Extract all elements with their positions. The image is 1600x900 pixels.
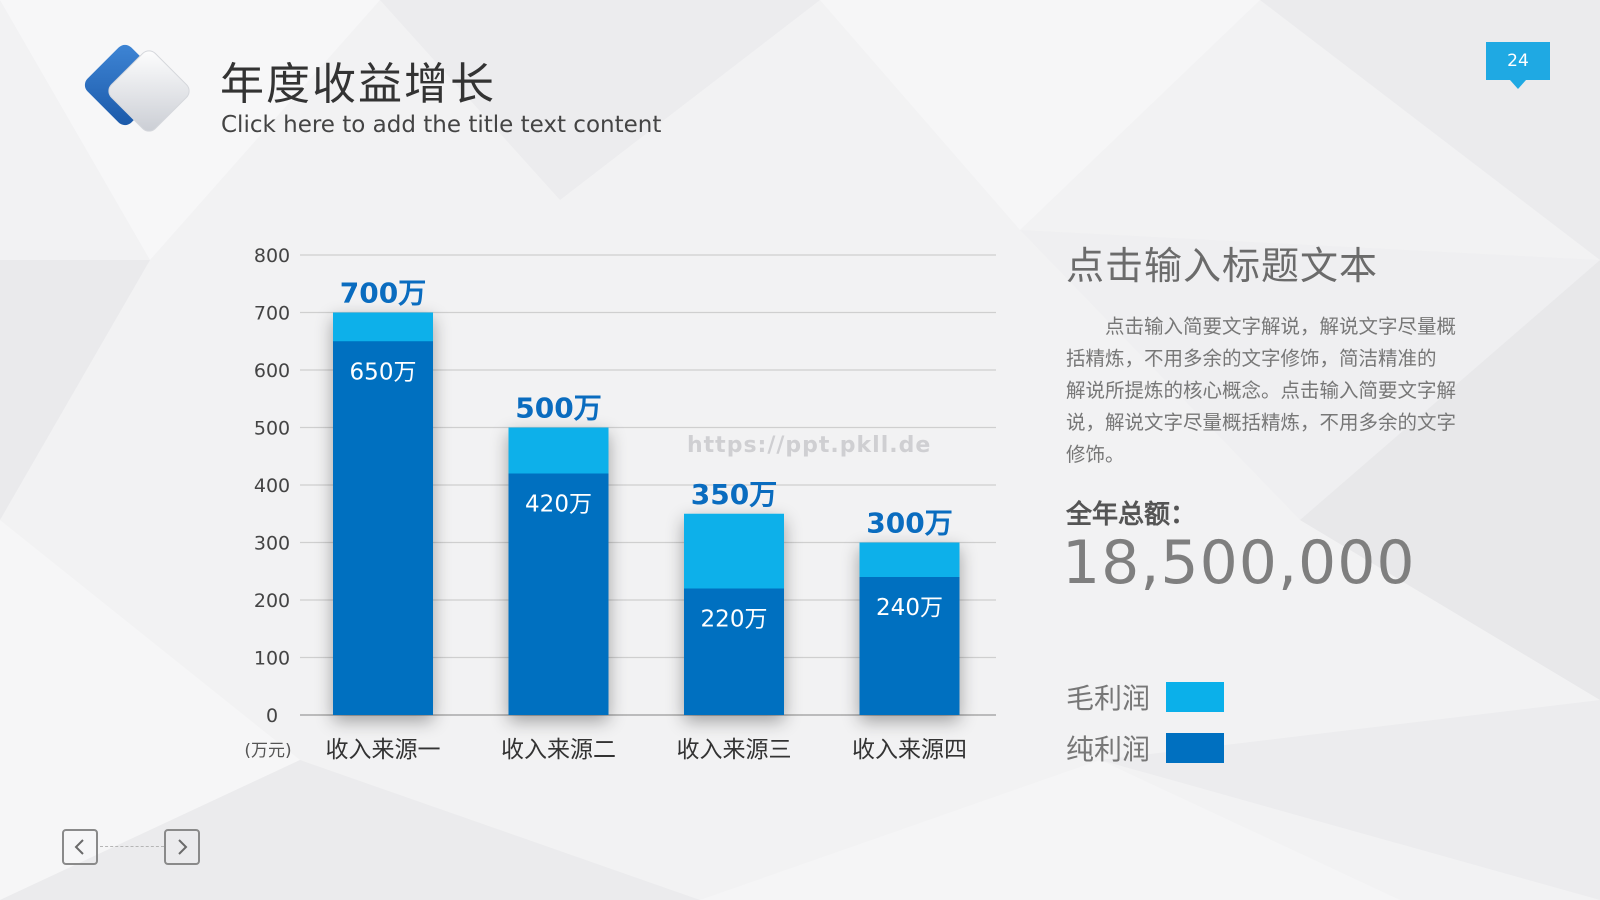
next-slide-button[interactable] xyxy=(164,829,200,865)
legend-item-net-profit: 纯利润 xyxy=(1066,728,1224,768)
category-label: 收入来源一 xyxy=(326,737,441,763)
y-tick-label: 600 xyxy=(254,360,290,382)
bar-net-profit xyxy=(859,577,960,715)
page-number-badge: 24 xyxy=(1486,42,1550,89)
y-tick-label: 800 xyxy=(254,245,290,267)
data-label-gross: 300万 xyxy=(866,507,952,540)
data-label-net: 650万 xyxy=(350,359,417,385)
bar-group xyxy=(508,427,609,715)
y-tick-label: 200 xyxy=(254,590,290,612)
chevron-left-icon xyxy=(74,839,84,855)
category-label: 收入来源四 xyxy=(852,737,967,763)
data-label-gross: 700万 xyxy=(340,277,426,310)
annual-total-value: 18,500,000 xyxy=(1062,528,1416,598)
bar-net-profit xyxy=(333,341,433,715)
bar-group xyxy=(333,312,433,715)
category-label: 收入来源三 xyxy=(677,737,792,763)
bar-net-profit xyxy=(684,588,784,715)
bar-group xyxy=(859,542,960,715)
prev-slide-button[interactable] xyxy=(62,829,98,865)
legend-swatch-dark-blue xyxy=(1166,733,1224,763)
data-label-gross: 350万 xyxy=(691,478,777,511)
slide-title: 年度收益增长 xyxy=(220,59,496,110)
data-label-gross: 500万 xyxy=(515,392,601,425)
annual-total-label: 全年总额： xyxy=(1066,500,1197,530)
y-tick-label: 100 xyxy=(254,648,290,670)
legend-swatch-light-blue xyxy=(1166,682,1224,712)
y-tick-label: 300 xyxy=(254,533,290,555)
watermark-text: https://ppt.pkll.de xyxy=(687,433,932,458)
data-label-net: 240万 xyxy=(876,595,943,621)
bar-net-profit xyxy=(508,473,609,715)
side-heading: 点击输入标题文本 xyxy=(1066,244,1379,288)
side-body-text: 点击输入简要文字解说，解说文字尽量概括精炼，不用多余的文字修饰，简洁精准的 解说… xyxy=(1066,315,1457,466)
bar-group xyxy=(684,513,784,715)
legend-label: 毛利润 xyxy=(1066,682,1151,715)
slide-subtitle: Click here to add the title text content xyxy=(221,112,662,138)
y-tick-label: 500 xyxy=(254,418,290,440)
chevron-right-icon xyxy=(178,839,188,855)
y-unit-label: (万元) xyxy=(244,741,291,761)
legend-item-gross-profit: 毛利润 xyxy=(1066,677,1224,717)
category-label: 收入来源二 xyxy=(501,737,616,763)
y-tick-label: 400 xyxy=(254,475,290,497)
legend-label: 纯利润 xyxy=(1066,733,1151,766)
data-label-net: 420万 xyxy=(525,492,592,518)
y-tick-label: 700 xyxy=(254,303,290,325)
logo-diamond-icon xyxy=(84,44,190,132)
nav-divider xyxy=(100,846,164,847)
data-label-net: 220万 xyxy=(701,607,768,633)
y-tick-label: 0 xyxy=(266,705,278,727)
